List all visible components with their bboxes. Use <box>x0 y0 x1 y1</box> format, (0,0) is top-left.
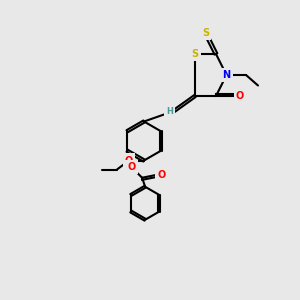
Text: S: S <box>191 49 199 59</box>
Text: H: H <box>166 106 173 116</box>
Text: O: O <box>158 170 166 180</box>
Text: O: O <box>125 155 133 166</box>
Text: O: O <box>128 162 136 172</box>
Text: N: N <box>222 70 231 80</box>
Text: S: S <box>202 28 209 38</box>
Text: O: O <box>236 91 244 101</box>
